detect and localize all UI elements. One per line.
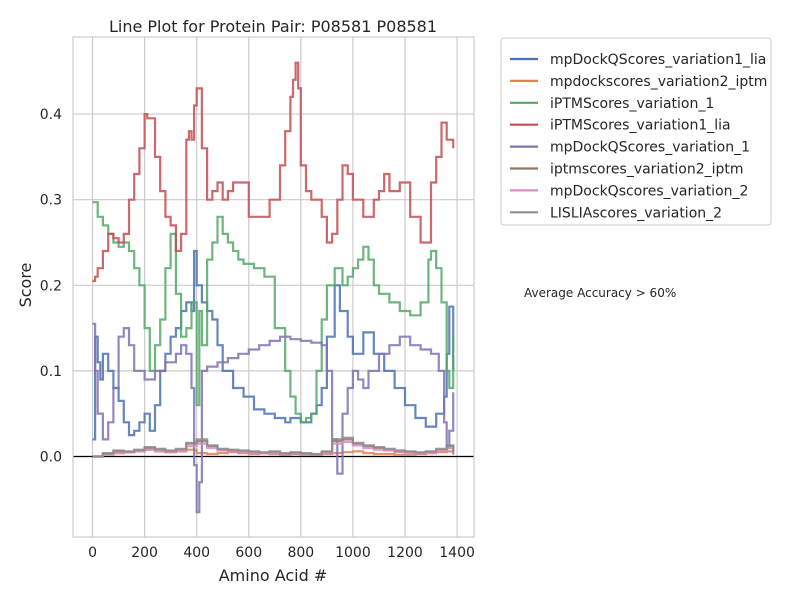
- series-line-8: [92, 436, 455, 458]
- y-axis-label: Score: [16, 263, 35, 308]
- x-tick-label: 1000: [335, 545, 371, 561]
- x-axis-label: Amino Acid #: [219, 566, 328, 585]
- legend: mpDockQScores_variation1_lia mpdockscores…: [500, 37, 772, 226]
- x-tick-label: 400: [183, 545, 210, 561]
- legend-label: mpDockQScores_variation1_lia: [550, 52, 766, 68]
- plot-frame: [72, 36, 475, 538]
- legend-label: mpDockQscores_variation_2: [550, 183, 748, 199]
- legend-frame: [500, 37, 772, 226]
- x-tick-label: 600: [235, 545, 262, 561]
- x-tick-label: 200: [131, 545, 158, 561]
- series-line-3: [92, 201, 455, 424]
- chart-title: Line Plot for Protein Pair: P08581 P0858…: [109, 17, 437, 36]
- legend-label: mpdockscores_variation2_iptm: [550, 74, 767, 90]
- x-tick-label: 1400: [439, 545, 475, 561]
- legend-label: iPTMScores_variation1_lia: [550, 118, 731, 134]
- series-line-5: [92, 322, 455, 514]
- annotation-text: Average Accuracy > 60%: [524, 286, 676, 300]
- y-tick-label: 0.1: [40, 364, 62, 380]
- series-line-1: [92, 249, 455, 441]
- x-tick-label: 800: [287, 545, 314, 561]
- series-layer: [92, 61, 455, 514]
- series-line-4: [92, 61, 455, 283]
- legend-label: LISLIAscores_variation_2: [550, 205, 722, 221]
- legend-items: mpDockQScores_variation1_lia mpdockscores…: [510, 52, 767, 221]
- legend-label: iPTMScores_variation_1: [550, 96, 714, 112]
- x-tick-label: 0: [88, 545, 97, 561]
- y-tick-label: 0.3: [40, 193, 62, 209]
- legend-label: iptmscores_variation2_iptm: [550, 162, 744, 178]
- legend-label: mpDockQScores_variation_1: [550, 140, 750, 156]
- x-tick-label: 1200: [387, 545, 423, 561]
- y-tick-label: 0.4: [40, 107, 62, 123]
- y-tick-label: 0.2: [40, 278, 62, 294]
- y-tick-label: 0.0: [40, 450, 62, 466]
- tick-labels: 0 200 400 600 800 1000 1200 1400 0.0 0.1 0.2 0.3 0.4: [40, 107, 475, 561]
